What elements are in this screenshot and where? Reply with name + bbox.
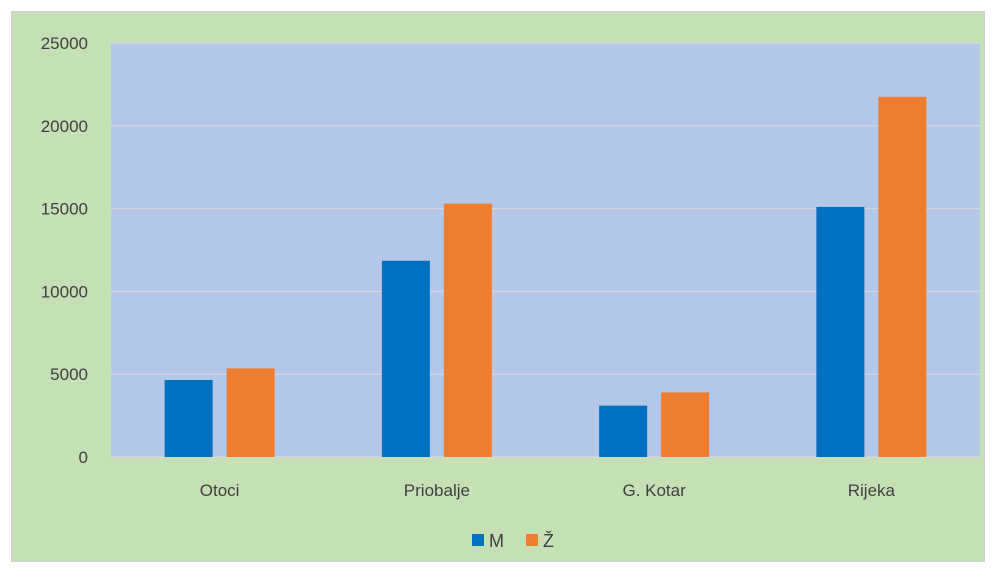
x-tick-label: Otoci xyxy=(200,481,240,500)
x-tick-label: Rijeka xyxy=(848,481,896,500)
legend-swatch-2 xyxy=(526,534,538,546)
legend-label: Ž xyxy=(543,531,554,551)
bar-Ž-Otoci xyxy=(226,368,275,457)
bar-M-Rijeka xyxy=(816,206,865,457)
bar-M-Otoci xyxy=(164,379,213,457)
x-tick-label: Priobalje xyxy=(404,481,470,500)
bar-Ž-G-Kotar xyxy=(661,392,710,457)
y-tick-label: 20000 xyxy=(41,117,88,136)
y-tick-label: 5000 xyxy=(50,365,88,384)
y-tick-label: 15000 xyxy=(41,200,88,219)
legend-label: M xyxy=(489,531,504,551)
x-tick-label: G. Kotar xyxy=(622,481,686,500)
bar-M-Priobalje xyxy=(381,260,430,457)
legend-swatch-1 xyxy=(472,534,484,546)
bar-Ž-Rijeka xyxy=(878,96,927,457)
bar-M-G-Kotar xyxy=(599,405,648,457)
y-tick-label: 0 xyxy=(79,448,88,467)
y-tick-label: 10000 xyxy=(41,282,88,301)
y-tick-label: 25000 xyxy=(41,34,88,53)
bar-Ž-Priobalje xyxy=(443,203,492,457)
